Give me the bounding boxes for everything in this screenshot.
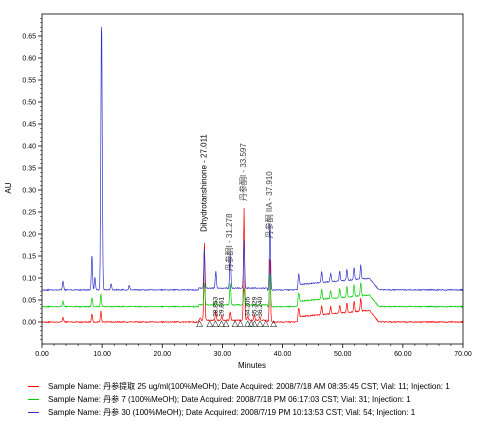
series-line — [41, 273, 464, 309]
x-tick-label: 20.00 — [154, 351, 172, 358]
y-tick-label: 0.25 — [22, 210, 36, 217]
integration-marker — [237, 320, 244, 328]
y-tick-label: 0.20 — [22, 232, 36, 239]
y-tick-label: 0.05 — [22, 298, 36, 305]
plot-area — [41, 26, 464, 324]
integration-marker — [262, 320, 270, 328]
legend-item: Sample Name: 丹参 30 (100%MeOH); Date Acqu… — [28, 406, 496, 419]
x-axis-label: Minutes — [238, 361, 266, 370]
integration-marker — [212, 320, 219, 328]
plot-frame — [41, 13, 464, 345]
series-line — [41, 208, 464, 324]
legend-label: Sample Name: 丹参 30 (100%MeOH); Date Acqu… — [48, 408, 416, 417]
legend-item: Sample Name: 丹参提取 25 ug/ml(100%MeOH); Da… — [28, 380, 496, 393]
peak-label: 35.329 — [251, 296, 258, 316]
y-tick-label: 0.55 — [22, 78, 36, 85]
chromatogram-chart: 0.00 10.00 20.00 30.00 40.00 50.00 60.00 70.00 … — [4, 13, 472, 370]
y-axis-label: AU — [4, 182, 13, 193]
legend-item: Sample Name: 丹参 7 (100%MeOH); Date Acqui… — [28, 393, 496, 406]
integration-markers — [196, 320, 277, 328]
integration-marker — [251, 320, 258, 328]
x-tick-label: 70.00 — [454, 351, 472, 358]
peak-label: 丹参酮I - 33.597 — [238, 143, 248, 201]
peak-label: 36.240 — [257, 296, 264, 316]
x-tick-label: 50.00 — [334, 351, 352, 358]
x-tick-label: 0.00 — [35, 351, 49, 358]
integration-marker — [196, 320, 203, 328]
legend-label: Sample Name: 丹参 7 (100%MeOH); Date Acqui… — [48, 395, 411, 404]
peak-label: 28.853 — [213, 296, 220, 316]
legend-swatch — [28, 399, 39, 400]
integration-marker — [270, 320, 277, 328]
x-tick-label: 40.00 — [274, 351, 292, 358]
y-tick-label: 0.50 — [22, 100, 36, 107]
y-tick-label: 0.30 — [22, 188, 36, 195]
integration-marker — [231, 320, 239, 328]
peak-label: 丹参酮 IIA - 37.910 — [264, 171, 274, 239]
integration-marker — [218, 320, 225, 328]
x-tick-label: 10.00 — [93, 351, 111, 358]
peak-label: 丹参酮I - 31.278 — [224, 213, 234, 271]
peak-annotations: Dihydrotanshinone - 27.011 丹参酮I - 31.278 丹… — [199, 134, 274, 317]
legend-swatch — [28, 412, 39, 413]
integration-marker — [256, 320, 264, 328]
y-tick-label: 0.10 — [22, 276, 36, 283]
legend-swatch — [28, 386, 39, 387]
integration-marker — [206, 320, 214, 328]
integration-marker — [244, 320, 252, 328]
y-tick-label: 0.40 — [22, 144, 36, 151]
peak-label: Dihydrotanshinone - 27.011 — [199, 134, 208, 232]
y-tick-label: 0.60 — [22, 56, 36, 63]
x-axis: 0.00 10.00 20.00 30.00 40.00 50.00 60.00 70.00 — [35, 344, 472, 358]
legend: Sample Name: 丹参提取 25 ug/ml(100%MeOH); Da… — [28, 380, 496, 419]
y-axis: 0.00 0.05 0.10 0.15 0.20 0.25 0.30 0.35 0.40 0.45… — [22, 18, 42, 340]
y-tick-label: 0.35 — [22, 166, 36, 173]
integration-marker — [222, 320, 230, 328]
y-tick-label: 0.65 — [22, 34, 36, 41]
x-tick-label: 60.00 — [394, 351, 412, 358]
peak-label: 34.205 — [245, 296, 252, 316]
legend-label: Sample Name: 丹参提取 25 ug/ml(100%MeOH); Da… — [48, 382, 450, 391]
y-tick-label: 0.00 — [22, 320, 36, 327]
x-tick-label: 30.00 — [214, 351, 232, 358]
y-tick-label: 0.15 — [22, 254, 36, 261]
peak-label: 29.861 — [219, 296, 226, 316]
y-tick-label: 0.45 — [22, 122, 36, 129]
series-line — [41, 26, 464, 292]
